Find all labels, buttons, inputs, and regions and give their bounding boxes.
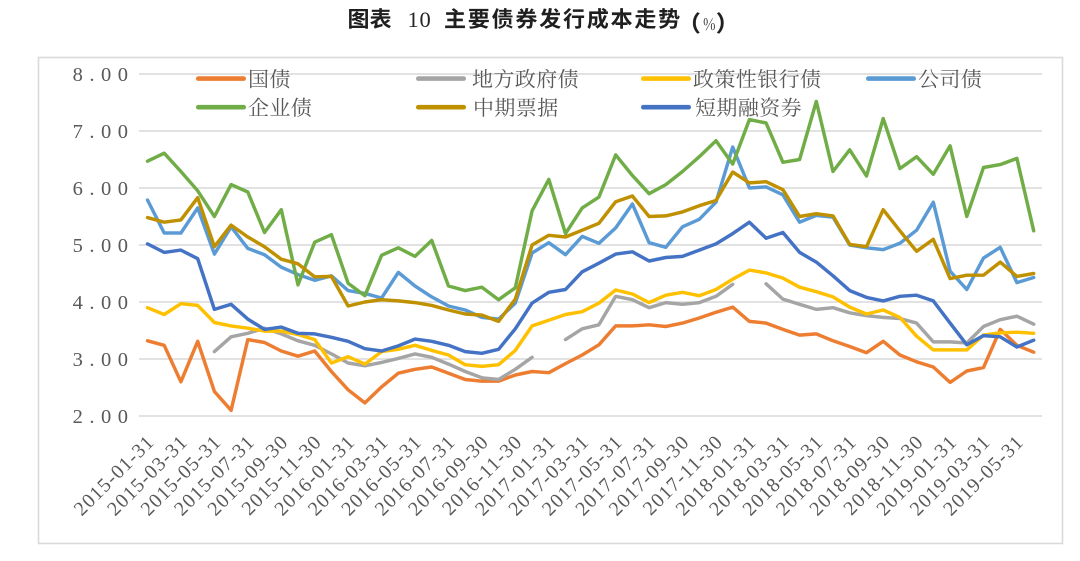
svg-text:6.00: 6.00 [73,178,135,200]
svg-text:10: 10 [408,7,432,32]
svg-text:5.00: 5.00 [73,235,135,257]
svg-text:8.00: 8.00 [73,64,135,86]
svg-text:3.00: 3.00 [73,349,135,371]
svg-text:4.00: 4.00 [73,292,135,314]
svg-text:2.00: 2.00 [73,406,135,428]
svg-text:7.00: 7.00 [73,121,135,143]
